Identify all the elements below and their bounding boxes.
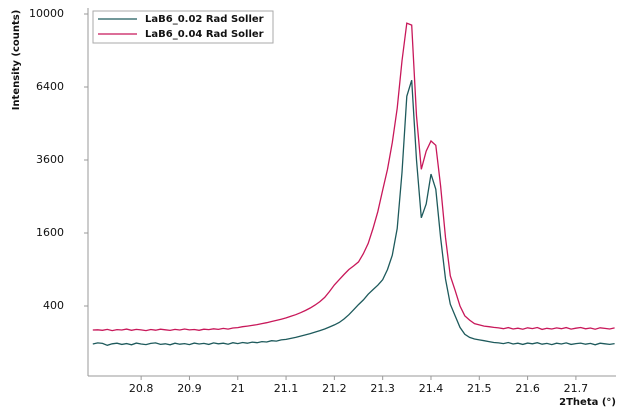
y-tick-label: 3600 (36, 153, 64, 166)
x-tick-label: 21.6 (515, 382, 540, 395)
x-tick-label: 20.9 (177, 382, 202, 395)
data-line (92, 80, 615, 346)
x-axis-label: 2Theta (°) (559, 397, 616, 408)
y-tick-label: 400 (43, 299, 64, 312)
x-tick-label: 21.2 (322, 382, 347, 395)
data-line (92, 22, 615, 332)
x-tick-label: 21.4 (419, 382, 444, 395)
legend-label: LaB6_0.02 Rad Soller (145, 14, 264, 25)
legend-box (92, 10, 274, 44)
x-tick-label: 21.7 (564, 382, 589, 395)
x-tick-label: 21 (231, 382, 245, 395)
x-tick-label: 21.1 (274, 382, 299, 395)
x-tick-label: 21.5 (467, 382, 492, 395)
y-tick-label: 6400 (36, 80, 64, 93)
y-tick-label: 10000 (29, 7, 64, 20)
legend-label: LaB6_0.04 Rad Soller (145, 29, 264, 40)
y-axis-label: Intensity (counts) (11, 10, 22, 111)
y-tick-label: 1600 (36, 226, 64, 239)
x-tick-label: 20.8 (129, 382, 154, 395)
x-tick-label: 21.3 (370, 382, 395, 395)
